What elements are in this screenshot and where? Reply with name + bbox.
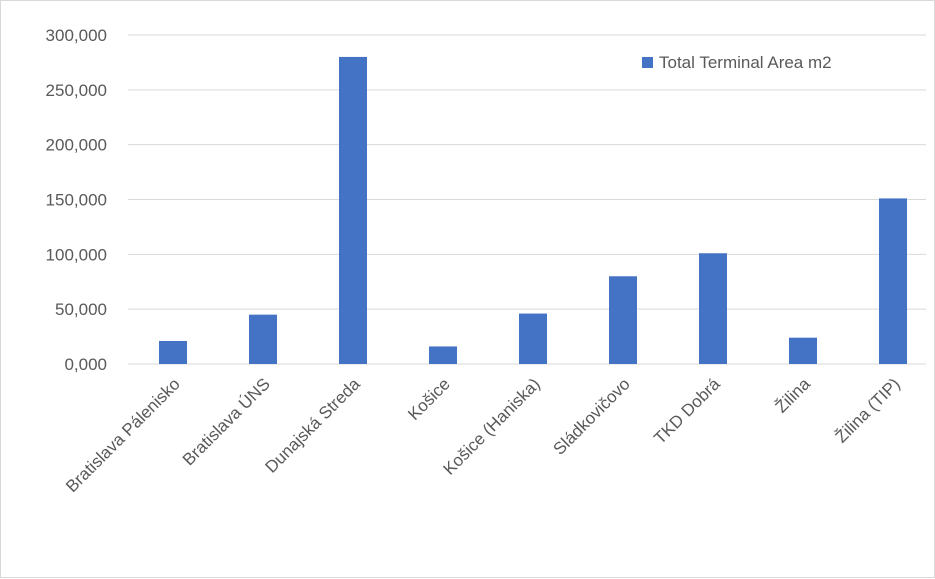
y-tick-label: 150,000 [46,191,107,210]
gridlines [128,34,926,365]
bar [789,337,817,364]
x-tick-label: Žilina (TIP) [832,374,904,446]
x-tick-label: Košice (Haniska) [440,374,544,478]
bar [609,276,637,364]
bar [429,346,457,364]
x-tick-label: Bratislava Pálenisko [62,374,184,496]
x-tick-label: Žilina [772,374,815,417]
legend: Total Terminal Area m2 [642,53,832,72]
y-tick-label: 100,000 [46,245,107,264]
y-tick-label: 300,000 [46,26,107,45]
bars [159,56,907,364]
legend-swatch [642,57,653,68]
bar [879,198,907,364]
bar [339,56,367,364]
x-tick-label: TKD Dobrá [650,374,724,448]
y-tick-label: 200,000 [46,136,107,155]
x-tick-label: Bratislava ÚNS [179,374,274,469]
y-tick-label: 0,000 [64,355,107,374]
bar [699,253,727,364]
legend-label: Total Terminal Area m2 [659,53,832,72]
x-tick-label: Košice [404,374,454,424]
y-tick-label: 250,000 [46,81,107,100]
y-tick-label: 50,000 [55,300,107,319]
y-axis-tick-labels: 0,000 50,000 100,000 150,000 200,000 250,000 3… [46,26,107,374]
bar [519,313,547,364]
bar [249,314,277,364]
x-tick-label: Sládkovičovo [550,374,634,458]
bar [159,340,187,364]
x-tick-label: Dunajská Streda [262,374,365,477]
